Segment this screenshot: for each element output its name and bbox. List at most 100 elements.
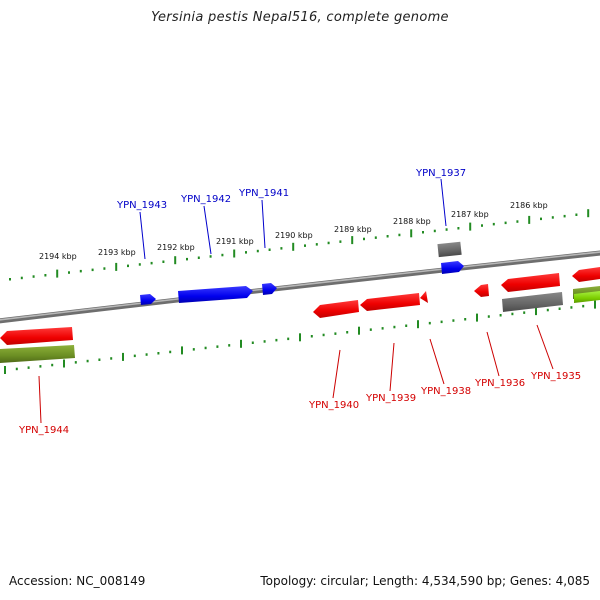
minor-tick: [209, 255, 212, 258]
minor-tick: [398, 233, 401, 237]
major-tick: [56, 269, 59, 278]
callout-line: [429, 338, 445, 385]
reverse-gene-edge[interactable]: [572, 267, 600, 282]
major-tick: [410, 229, 413, 238]
other-feature-grey[interactable]: [502, 292, 563, 312]
gene-label-forward[interactable]: YPN_1941: [238, 188, 289, 199]
minor-tick: [216, 345, 219, 348]
reverse-gene-ypn1935[interactable]: [501, 273, 560, 292]
minor-tick: [374, 236, 377, 239]
kbp-label: 2193 kbp: [98, 248, 136, 257]
minor-tick: [79, 269, 82, 273]
reverse-gene-ypn1939[interactable]: [360, 293, 420, 311]
major-tick: [181, 346, 183, 355]
minor-tick: [334, 332, 337, 335]
kbp-label: 2186 kbp: [510, 201, 548, 210]
minor-tick: [32, 275, 35, 278]
minor-tick: [523, 311, 526, 314]
gene-label-reverse[interactable]: YPN_1938: [420, 386, 471, 397]
minor-tick: [268, 248, 271, 251]
major-tick: [233, 249, 236, 258]
forward-gene-ypn1942[interactable]: [178, 286, 253, 303]
minor-tick: [582, 304, 585, 308]
forward-gene-ypn1941[interactable]: [262, 283, 277, 295]
minor-tick: [68, 271, 70, 274]
gene-label-forward[interactable]: YPN_1943: [116, 200, 167, 211]
reverse-gene-ypn1938[interactable]: [420, 291, 428, 303]
genome-backbone: [0, 250, 600, 324]
minor-tick: [428, 321, 431, 325]
kbp-label: 2192 kbp: [157, 243, 195, 252]
minor-tick: [221, 253, 224, 257]
major-tick: [535, 307, 537, 316]
minor-tick: [563, 214, 566, 218]
gene-label-reverse[interactable]: YPN_1940: [308, 400, 359, 411]
minor-tick: [464, 318, 467, 321]
minor-tick: [327, 241, 330, 245]
minor-tick: [256, 249, 259, 253]
minor-tick: [504, 221, 507, 225]
minor-tick: [551, 216, 554, 219]
minor-tick: [86, 359, 89, 363]
kbp-label: 2190 kbp: [275, 231, 313, 240]
callout-line: [486, 331, 500, 377]
minor-tick: [15, 367, 18, 371]
minor-tick: [558, 307, 561, 310]
minor-tick: [9, 278, 11, 281]
gene-label-reverse[interactable]: YPN_1936: [474, 378, 525, 389]
major-tick: [122, 352, 124, 361]
reverse-tick-ruler: [4, 300, 596, 374]
callout-line: [332, 349, 341, 399]
minor-tick: [310, 335, 313, 338]
olive-feature-ypn1944[interactable]: [0, 345, 75, 363]
minor-tick: [110, 357, 113, 360]
minor-tick: [228, 344, 231, 347]
green-feature-edge[interactable]: [574, 291, 600, 303]
gene-label-reverse[interactable]: YPN_1939: [365, 393, 416, 404]
major-tick: [528, 215, 531, 224]
minor-tick: [433, 229, 436, 233]
callout-line: [203, 205, 212, 255]
reverse-gene-ypn1936[interactable]: [474, 284, 489, 297]
minor-tick: [393, 325, 396, 329]
gene-label-forward[interactable]: YPN_1937: [415, 168, 466, 179]
minor-tick: [103, 267, 106, 270]
forward-gene-ypn1937[interactable]: [441, 261, 464, 274]
minor-tick: [445, 228, 448, 231]
minor-tick: [133, 354, 136, 358]
minor-tick: [575, 213, 578, 216]
minor-tick: [381, 327, 384, 330]
minor-tick: [516, 220, 519, 223]
minor-tick: [570, 306, 573, 309]
minor-tick: [457, 227, 460, 230]
minor-tick: [74, 361, 77, 364]
minor-tick: [511, 312, 514, 316]
minor-tick: [422, 231, 424, 234]
minor-tick: [204, 346, 207, 350]
major-tick: [351, 236, 354, 245]
other-feature-grey[interactable]: [437, 241, 462, 258]
minor-tick: [51, 363, 54, 367]
gene-label-forward[interactable]: YPN_1942: [180, 194, 231, 205]
accession-text: Accession: NC_008149: [9, 574, 146, 588]
minor-tick: [162, 260, 165, 263]
minor-tick: [499, 314, 502, 317]
minor-tick: [492, 222, 495, 226]
minor-tick: [275, 338, 278, 342]
gene-label-reverse[interactable]: YPN_1944: [18, 425, 69, 436]
callout-line: [389, 342, 395, 392]
major-tick: [358, 326, 360, 335]
minor-tick: [20, 276, 23, 280]
reverse-gene-ypn1940[interactable]: [313, 300, 359, 318]
gene-label-reverse[interactable]: YPN_1935: [530, 371, 581, 382]
callout-line: [440, 178, 447, 227]
minor-tick: [304, 244, 306, 247]
major-tick: [115, 262, 118, 271]
callout-line: [38, 375, 42, 424]
minor-tick: [363, 237, 365, 241]
reverse-gene-ypn1944[interactable]: [0, 327, 73, 345]
minor-tick: [245, 251, 247, 254]
major-tick: [4, 366, 6, 374]
major-tick: [476, 313, 478, 322]
forward-gene-ypn1943[interactable]: [140, 294, 156, 305]
